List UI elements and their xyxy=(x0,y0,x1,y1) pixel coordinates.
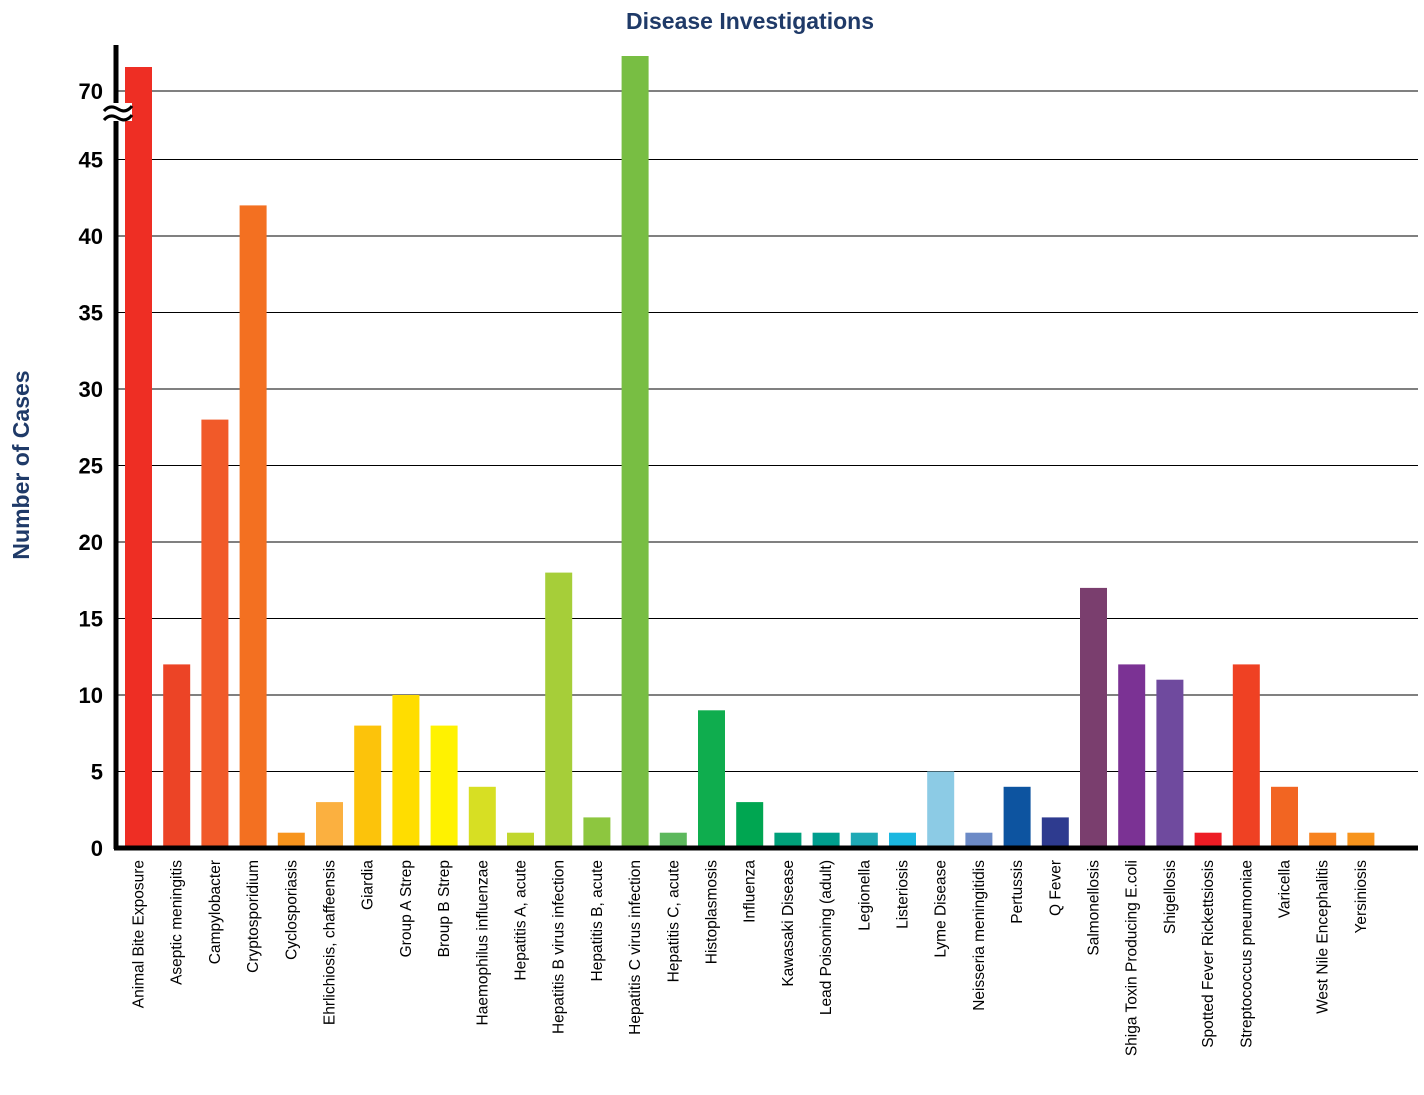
x-tick-label: Varicella xyxy=(1277,860,1294,919)
x-tick-label: Cyclosporiasis xyxy=(283,860,300,960)
x-tick-label: Broup B Strep xyxy=(436,860,453,957)
x-tick-label: Histoplasmosis xyxy=(704,860,721,964)
bar xyxy=(125,67,152,848)
y-tick-label: 30 xyxy=(79,377,103,402)
x-tick-label: Lyme Disease xyxy=(933,860,950,958)
bar xyxy=(659,832,687,848)
y-axis-label: Number of Cases xyxy=(8,370,34,559)
bar xyxy=(277,832,305,848)
x-tick-label: Neisseria meningitidis xyxy=(971,860,988,1011)
x-tick-label: Ehrlichiosis, chaffeensis xyxy=(322,860,339,1025)
y-ticks: 0 5 10 15 20 25 30 35 40 45 70 xyxy=(79,79,103,861)
bar xyxy=(1232,664,1260,848)
x-tick-label: Group A Strep xyxy=(398,860,415,957)
bar xyxy=(430,725,458,848)
x-tick-label: Campylobacter xyxy=(207,860,224,964)
bar xyxy=(1347,832,1375,848)
bar xyxy=(1271,786,1298,848)
bar xyxy=(239,205,267,848)
bar xyxy=(354,725,382,848)
y-tick-label: 15 xyxy=(79,607,103,632)
bar xyxy=(889,832,916,848)
y-tick-label: 70 xyxy=(79,79,103,104)
x-tick-label: Streptococcus pneumoniae xyxy=(1238,860,1255,1048)
bar xyxy=(621,56,649,848)
y-tick-label: 25 xyxy=(79,454,103,479)
x-tick-label: Shigellosis xyxy=(1162,860,1179,934)
bar xyxy=(1041,817,1069,848)
bars xyxy=(125,56,1375,848)
x-tick-label: Q Fever xyxy=(1047,860,1064,916)
bar xyxy=(201,419,229,848)
x-tick-label: Legionella xyxy=(856,860,873,931)
x-tick-label: Shiga Toxin Producing E.coli xyxy=(1124,860,1141,1056)
x-tick-label: Hepatitis C virus infection xyxy=(627,860,644,1035)
y-tick-label: 35 xyxy=(79,301,103,326)
y-tick-label: 5 xyxy=(91,760,103,785)
x-tick-label: Aseptic meningitis xyxy=(169,860,186,985)
axis-break-icon xyxy=(102,103,134,122)
bar xyxy=(316,802,343,848)
x-tick-label: Pertussis xyxy=(1009,860,1026,924)
x-tick-label: Influenza xyxy=(742,860,759,923)
x-tick-label: Salmonellosis xyxy=(1086,860,1103,956)
x-tick-label: Listeriosis xyxy=(895,860,912,929)
bar xyxy=(507,832,534,848)
bar xyxy=(774,832,802,848)
bar xyxy=(1156,679,1184,848)
bar xyxy=(583,817,611,848)
bar xyxy=(965,832,993,848)
x-ticks: Animal Bite Exposure Aseptic meningitis Ca… xyxy=(131,860,1370,1057)
x-tick-label: Cryptosporidium xyxy=(245,860,262,973)
y-tick-label: 45 xyxy=(79,148,103,173)
bar xyxy=(698,710,725,848)
y-tick-label: 0 xyxy=(91,836,103,861)
y-tick-label: 40 xyxy=(79,224,103,249)
x-tick-label: Haemophilus influenzae xyxy=(474,860,491,1025)
y-tick-label: 10 xyxy=(79,683,103,708)
bar xyxy=(927,771,955,848)
y-tick-label: 20 xyxy=(79,530,103,555)
bar xyxy=(1309,832,1337,848)
x-tick-label: Hepatitis B virus infection xyxy=(551,860,568,1034)
x-tick-label: Hepatitis A, acute xyxy=(513,860,530,981)
bar xyxy=(850,832,878,848)
bar xyxy=(545,572,573,848)
x-tick-label: Yersiniosis xyxy=(1353,860,1370,934)
x-tick-label: Giardia xyxy=(360,860,377,910)
bar xyxy=(468,786,496,848)
bar xyxy=(392,695,420,848)
x-tick-label: Hepatitis B, acute xyxy=(589,860,606,981)
bar xyxy=(163,664,191,848)
bar xyxy=(1118,664,1146,848)
x-tick-label: Lead Poisoning (adult) xyxy=(818,860,835,1015)
x-tick-label: Kawasaki Disease xyxy=(780,860,797,987)
bar xyxy=(812,832,840,848)
gridlines xyxy=(118,90,1418,772)
x-tick-label: Spotted Fever Rickettsiosis xyxy=(1200,860,1217,1048)
chart-title: Disease Investigations xyxy=(626,8,874,34)
x-tick-label: Hepatitis C, acute xyxy=(665,860,682,982)
bar xyxy=(1194,832,1222,848)
x-tick-label: Animal Bite Exposure xyxy=(131,860,148,1008)
bar xyxy=(736,802,764,848)
bar xyxy=(1080,587,1107,848)
x-tick-label: West Nile Encephalitis xyxy=(1315,860,1332,1014)
bar xyxy=(1003,786,1031,848)
